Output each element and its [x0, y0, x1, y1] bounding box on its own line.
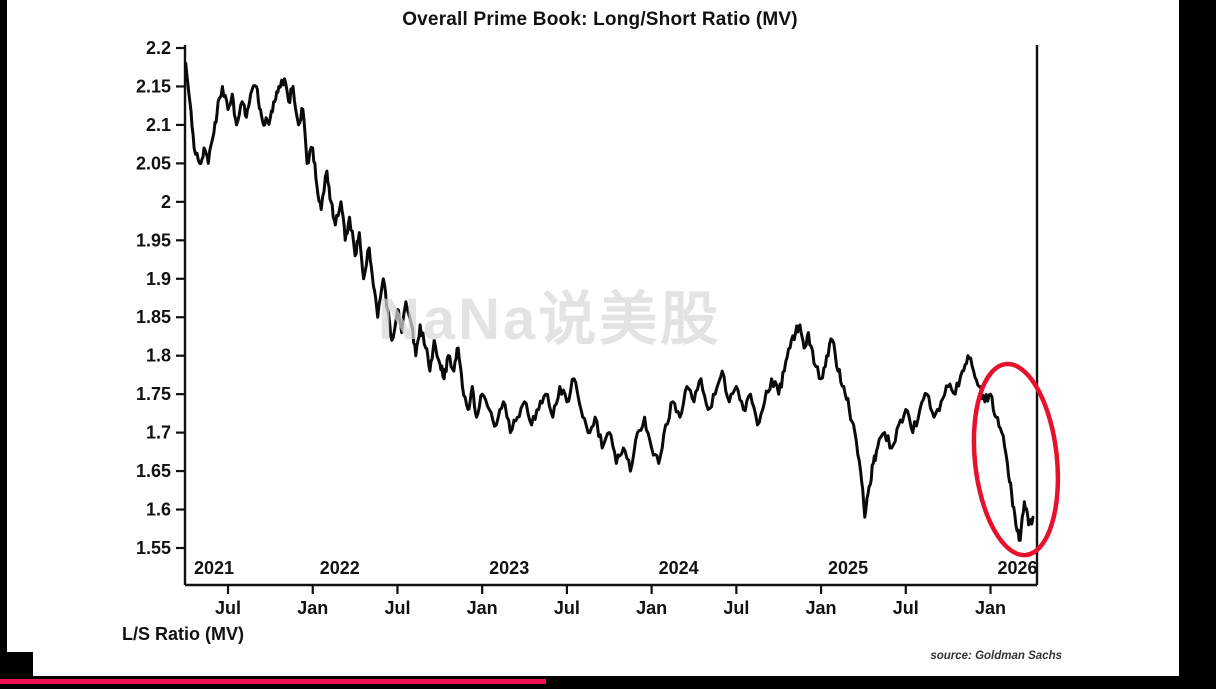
y-tick-label: 1.85 [136, 307, 171, 327]
y-tick-label: 1.9 [146, 269, 171, 289]
x-tick-label: Jan [297, 598, 328, 618]
x-tick-label: Jul [384, 598, 410, 618]
x-tick-label: Jan [636, 598, 667, 618]
y-tick-label: 1.8 [146, 346, 171, 366]
x-tick-label: Jan [975, 598, 1006, 618]
year-label: 2021 [194, 558, 234, 578]
year-label: 2023 [489, 558, 529, 578]
y-tick-label: 2.1 [146, 115, 171, 135]
year-label: 2025 [828, 558, 868, 578]
year-label: 2026 [997, 558, 1037, 578]
x-tick-label: Jan [467, 598, 498, 618]
x-tick-label: Jul [893, 598, 919, 618]
letterbox-right [1179, 0, 1216, 689]
x-tick-label: Jul [215, 598, 241, 618]
x-tick-label: Jul [723, 598, 749, 618]
y-axis-caption: L/S Ratio (MV) [122, 624, 244, 644]
y-tick-label: 2 [161, 192, 171, 212]
ls-ratio-line [184, 61, 1035, 542]
source-note: source: Goldman Sachs [930, 650, 1062, 662]
video-progress-bar[interactable] [0, 679, 546, 684]
highlight-ellipse [971, 361, 1061, 558]
y-tick-label: 1.65 [136, 461, 171, 481]
y-tick-label: 1.95 [136, 230, 171, 250]
y-tick-label: 1.75 [136, 384, 171, 404]
y-tick-label: 1.55 [136, 538, 171, 558]
y-tick-label: 2.15 [136, 76, 171, 96]
y-tick-label: 1.6 [146, 500, 171, 520]
x-tick-label: Jan [806, 598, 837, 618]
y-tick-label: 1.7 [146, 423, 171, 443]
y-tick-label: 2.05 [136, 153, 171, 173]
year-label: 2022 [320, 558, 360, 578]
year-label: 2024 [659, 558, 699, 578]
chart-title: Overall Prime Book: Long/Short Ratio (MV… [402, 9, 798, 30]
y-tick-label: 2.2 [146, 38, 171, 58]
x-tick-label: Jul [554, 598, 580, 618]
letterbox-left [0, 0, 7, 689]
